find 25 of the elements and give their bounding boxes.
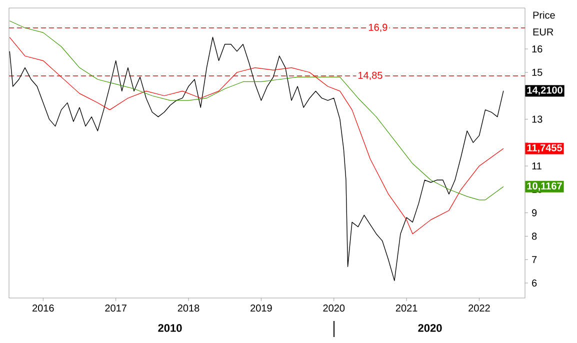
- x-tick-label: 2017: [105, 304, 126, 312]
- text: 2020: [418, 324, 442, 332]
- x-tick-label: 2021: [396, 304, 418, 312]
- text: 2010: [158, 324, 182, 332]
- annotation: 11,7455: [527, 144, 562, 153]
- annotation: 14,2100: [527, 86, 562, 96]
- y-tick-label: 11: [532, 162, 542, 170]
- line-series: [9, 36, 504, 282]
- y-axis-title: Price: [533, 11, 555, 19]
- ref-line-label: 16,9: [368, 24, 388, 32]
- x-tick-label: 2018: [178, 304, 200, 312]
- y-tick-label: 8: [532, 232, 537, 240]
- y-tick-label: 13: [532, 116, 542, 123]
- x-tick-label: 2016: [32, 304, 54, 312]
- x-tick-label: 2020: [323, 304, 345, 312]
- annotation: 10,1167: [527, 182, 562, 191]
- y-tick-label: 9: [532, 209, 537, 216]
- text: EUR: [533, 28, 554, 36]
- x-tick-label: 2019: [250, 304, 272, 312]
- y-tick-label: 16: [532, 45, 542, 52]
- y-tick-label: 6: [532, 279, 537, 287]
- ref-line-label: 14,85: [358, 72, 382, 80]
- y-tick-label: 7: [532, 256, 537, 264]
- x-tick-label: 2022: [468, 304, 490, 312]
- y-tick-label: 15: [532, 68, 542, 76]
